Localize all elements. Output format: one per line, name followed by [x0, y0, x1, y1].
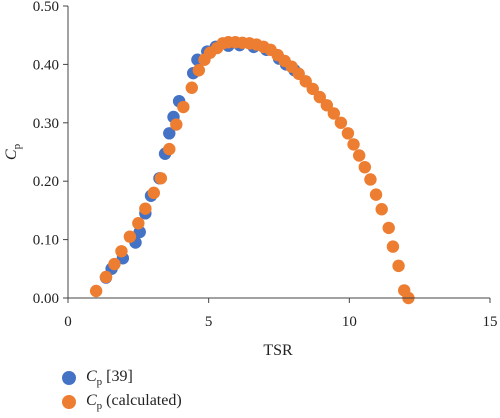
legend-swatch-series-1 [62, 371, 76, 385]
data-point-series-2 [364, 173, 377, 186]
data-point-series-2 [386, 240, 400, 253]
data-point-series-2 [375, 203, 388, 216]
legend-swatch-series-2 [62, 395, 76, 409]
data-point-series-2 [306, 82, 319, 96]
data-point-series-2 [115, 245, 128, 258]
legend-item-series-2: Cp (calculated) [62, 390, 182, 414]
data-point-series-2 [320, 99, 334, 112]
data-point-series-2 [177, 100, 190, 114]
data-point-series-2 [341, 127, 355, 140]
y-tick-label: 0.20 [33, 174, 59, 190]
data-point-series-2 [147, 186, 161, 200]
legend-label-series-2: Cp (calculated) [86, 391, 182, 413]
data-point-series-2 [327, 107, 341, 120]
x-tick-label: 0 [64, 314, 72, 330]
y-tick-label: 0.30 [33, 116, 59, 132]
data-point-series-2 [108, 257, 121, 271]
y-tick-label: 0.50 [33, 0, 59, 15]
x-tick-label: 5 [205, 314, 213, 330]
data-point-series-2 [192, 64, 206, 77]
data-point-series-2 [369, 188, 383, 201]
data-point-series-2 [313, 90, 326, 104]
data-point-series-2 [392, 259, 405, 273]
data-point-series-2 [170, 118, 183, 131]
data-point-series-1 [163, 127, 176, 140]
y-tick-label: 0.10 [33, 233, 59, 249]
x-tick-label: 15 [483, 314, 498, 330]
legend: Cp [39] Cp (calculated) [62, 366, 182, 414]
y-axis-title: Cp [3, 143, 23, 160]
x-axis: 0 5 10 15 [64, 297, 498, 330]
data-point-series-2 [347, 138, 360, 151]
data-point-series-2 [89, 284, 103, 298]
data-point-series-2 [99, 270, 113, 284]
data-point-series-2 [139, 202, 152, 215]
data-point-series-2 [163, 142, 176, 156]
data-point-series-2 [358, 160, 372, 174]
data-point-series-2 [352, 149, 366, 162]
data-point-series-2 [185, 81, 198, 94]
y-axis: 0.00 0.10 0.20 0.30 0.40 0.50 [33, 0, 69, 307]
legend-label-series-1: Cp [39] [86, 367, 133, 389]
legend-item-series-1: Cp [39] [62, 366, 182, 390]
x-axis-title: TSR [263, 342, 293, 359]
data-point-series-2 [154, 172, 168, 185]
series-2 [89, 36, 415, 305]
data-point-series-2 [382, 221, 395, 235]
x-tick-label: 10 [342, 314, 357, 330]
plot-area [89, 36, 415, 305]
y-tick-label: 0.40 [33, 57, 59, 73]
data-point-series-2 [123, 230, 137, 243]
data-point-series-2 [334, 116, 348, 129]
y-tick-label: 0.00 [33, 291, 59, 307]
data-point-series-2 [132, 217, 145, 230]
